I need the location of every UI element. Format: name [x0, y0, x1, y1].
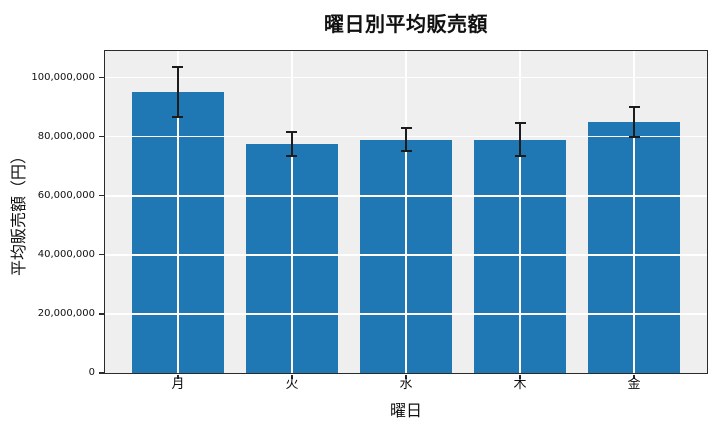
y-tick-mark: [99, 76, 104, 79]
v-gridline: [177, 51, 179, 373]
error-bar-cap-top: [400, 126, 412, 129]
error-bar-cap-bottom: [286, 154, 298, 157]
y-tick-label: 80,000,000: [37, 130, 95, 142]
x-tick-mark: [405, 375, 407, 379]
x-tick-label: 木: [513, 377, 527, 392]
v-gridline: [519, 51, 521, 373]
y-tick-label: 60,000,000: [37, 189, 95, 201]
y-tick-label: 100,000,000: [31, 71, 95, 83]
error-bar: [405, 127, 407, 152]
y-tick-mark: [99, 254, 104, 256]
y-tick-mark: [99, 195, 104, 197]
x-tick-mark: [519, 375, 521, 379]
x-tick-label: 火: [285, 377, 299, 392]
v-gridline: [405, 51, 407, 373]
error-bar-cap-bottom: [172, 116, 184, 119]
x-tick-label: 金: [627, 377, 641, 392]
error-bar: [633, 107, 636, 137]
x-tick-label: 水: [399, 377, 413, 392]
error-bar: [290, 132, 293, 156]
y-tick-mark: [99, 136, 104, 138]
error-bar: [519, 123, 521, 156]
error-bar-cap-bottom: [514, 154, 526, 157]
v-gridline: [633, 51, 635, 373]
error-bar: [176, 67, 179, 118]
x-tick-mark: [633, 375, 635, 379]
error-bar-cap-top: [286, 131, 298, 134]
error-bar-cap-bottom: [400, 150, 412, 153]
chart-title: 曜日別平均販売額: [324, 12, 488, 36]
y-tick-label: 20,000,000: [37, 307, 95, 319]
v-gridline: [291, 51, 293, 373]
x-tick-label: 月: [171, 377, 185, 392]
y-tick-mark: [99, 313, 104, 315]
error-bar-cap-top: [172, 66, 184, 69]
plot-area: [104, 50, 708, 374]
y-tick-mark: [99, 372, 104, 374]
y-tick-label: 40,000,000: [37, 248, 95, 260]
y-tick-label: 0: [88, 367, 95, 378]
x-tick-mark: [177, 375, 179, 379]
x-axis-title: 曜日: [389, 401, 422, 420]
error-bar-cap-bottom: [628, 135, 640, 138]
error-bar-cap-top: [514, 122, 526, 125]
x-tick-mark: [291, 375, 293, 379]
error-bar-cap-top: [628, 106, 640, 109]
